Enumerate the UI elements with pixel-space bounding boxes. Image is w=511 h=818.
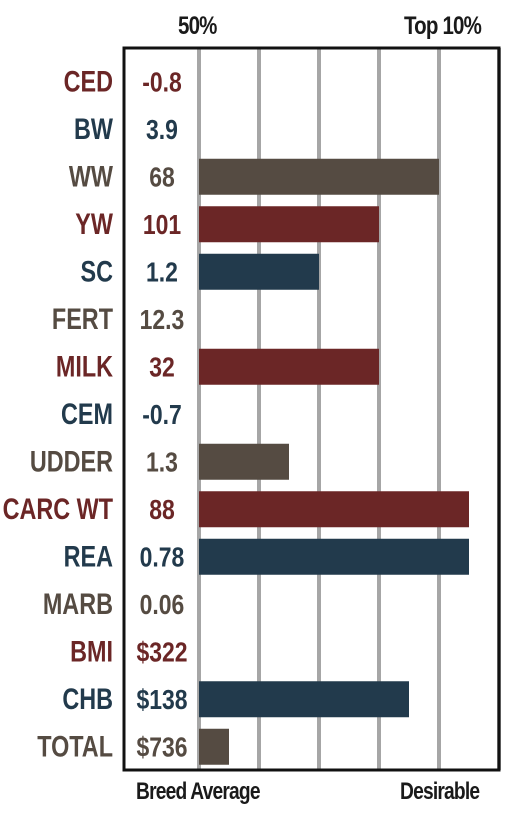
trait-label: TOTAL [37, 730, 113, 763]
trait-label: FERT [52, 302, 114, 335]
trait-value: 3.9 [146, 115, 178, 146]
trait-label: CHB [62, 682, 113, 715]
trait-label: MILK [56, 350, 114, 383]
trait-label: MARB [43, 587, 113, 620]
trait-label: BW [74, 112, 114, 145]
trait-label: SC [81, 255, 113, 288]
trait-label: CED [64, 65, 113, 98]
trait-label: WW [69, 160, 114, 193]
trait-label: CARC WT [3, 492, 114, 525]
bar [199, 443, 289, 480]
bar [199, 348, 379, 385]
bar [199, 206, 379, 243]
bar [199, 491, 469, 528]
trait-label: UDDER [30, 445, 113, 478]
trait-value: 12.3 [140, 305, 185, 336]
footer-label-breed-average: Breed Average [136, 778, 261, 805]
bar [199, 158, 439, 195]
header-label-top10: Top 10% [404, 12, 482, 40]
trait-value: 68 [149, 163, 175, 194]
trait-label: YW [75, 207, 113, 240]
bar [199, 728, 229, 765]
trait-label: REA [64, 540, 113, 573]
trait-value: 1.2 [146, 258, 178, 289]
trait-value: -0.7 [142, 400, 182, 431]
trait-label: BMI [70, 635, 113, 668]
trait-value: 0.78 [140, 543, 185, 574]
trait-value: -0.8 [142, 68, 182, 99]
footer-label-desirable: Desirable [400, 778, 480, 805]
header-label-50: 50% [178, 12, 217, 40]
trait-value: 1.3 [146, 448, 178, 479]
bar [199, 681, 409, 718]
chart-frame [122, 46, 501, 772]
bar [199, 538, 469, 575]
trait-value: 0.06 [140, 590, 185, 621]
trait-value: $736 [136, 733, 187, 764]
trait-label: CEM [61, 397, 113, 430]
trait-value: 88 [149, 495, 175, 526]
trait-value: $138 [136, 685, 187, 716]
trait-value: $322 [136, 638, 187, 669]
trait-value: 101 [143, 210, 181, 241]
trait-value: 32 [149, 353, 175, 384]
bar [199, 253, 319, 290]
